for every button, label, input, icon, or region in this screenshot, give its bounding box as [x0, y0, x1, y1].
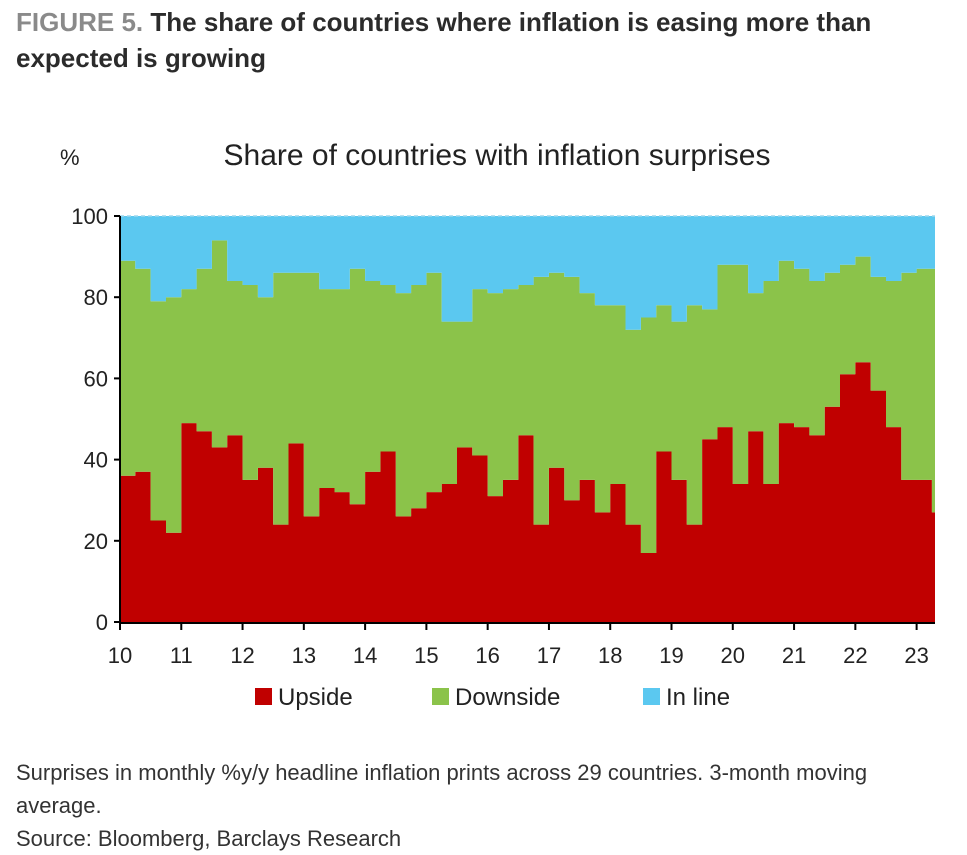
x-tick-label: 22 — [843, 643, 867, 668]
chart-title: Share of countries with inflation surpri… — [224, 139, 771, 172]
y-tick-label: 60 — [84, 366, 108, 391]
figure-description: Surprises in monthly %y/y headline infla… — [16, 760, 868, 818]
legend-swatch-downside — [432, 688, 449, 705]
x-tick-label: 14 — [353, 643, 377, 668]
legend-label-in-line: In line — [666, 684, 730, 711]
x-tick-label: 18 — [598, 643, 622, 668]
figure-title: The share of countries where inflation i… — [16, 7, 872, 73]
y-axis-unit-label: % — [60, 145, 80, 170]
y-tick-label: 80 — [84, 285, 108, 310]
figure-heading: FIGURE 5. The share of countries where i… — [16, 4, 961, 76]
plot-area — [120, 215, 935, 622]
x-tick-label: 15 — [414, 643, 438, 668]
y-tick-label: 40 — [84, 448, 108, 473]
legend-swatch-upside — [255, 688, 272, 705]
y-tick-label: 20 — [84, 529, 108, 554]
x-tick-label: 10 — [108, 643, 132, 668]
figure-notes: Surprises in monthly %y/y headline infla… — [16, 756, 951, 855]
x-tick-label: 16 — [475, 643, 499, 668]
figure-source: Source: Bloomberg, Barclays Research — [16, 826, 402, 851]
x-tick-label: 21 — [782, 643, 806, 668]
figure-label: FIGURE 5. — [16, 7, 144, 37]
x-tick-label: 19 — [659, 643, 683, 668]
x-tick-label: 17 — [537, 643, 561, 668]
x-tick-label: 11 — [170, 643, 193, 668]
y-tick-label: 0 — [96, 610, 108, 635]
x-tick-label: 12 — [230, 643, 254, 668]
legend-label-downside: Downside — [455, 684, 560, 711]
series-area-upside — [120, 362, 935, 622]
series-area-in-line — [120, 216, 935, 330]
x-tick-label: 23 — [904, 643, 928, 668]
legend-label-upside: Upside — [278, 684, 353, 711]
stacked-area-chart: Share of countries with inflation surpri… — [60, 139, 935, 711]
axes: 0 20 40 60 80 100 10 11 12 13 14 15 16 17 18 19 20 21 22 23 — [71, 204, 935, 668]
series-area-downside — [120, 240, 935, 553]
legend-swatch-in-line — [643, 688, 660, 705]
y-tick-label: 100 — [71, 204, 108, 229]
legend: Upside Downside In line — [255, 684, 730, 711]
x-tick-label: 13 — [292, 643, 316, 668]
x-tick-label: 20 — [721, 643, 745, 668]
